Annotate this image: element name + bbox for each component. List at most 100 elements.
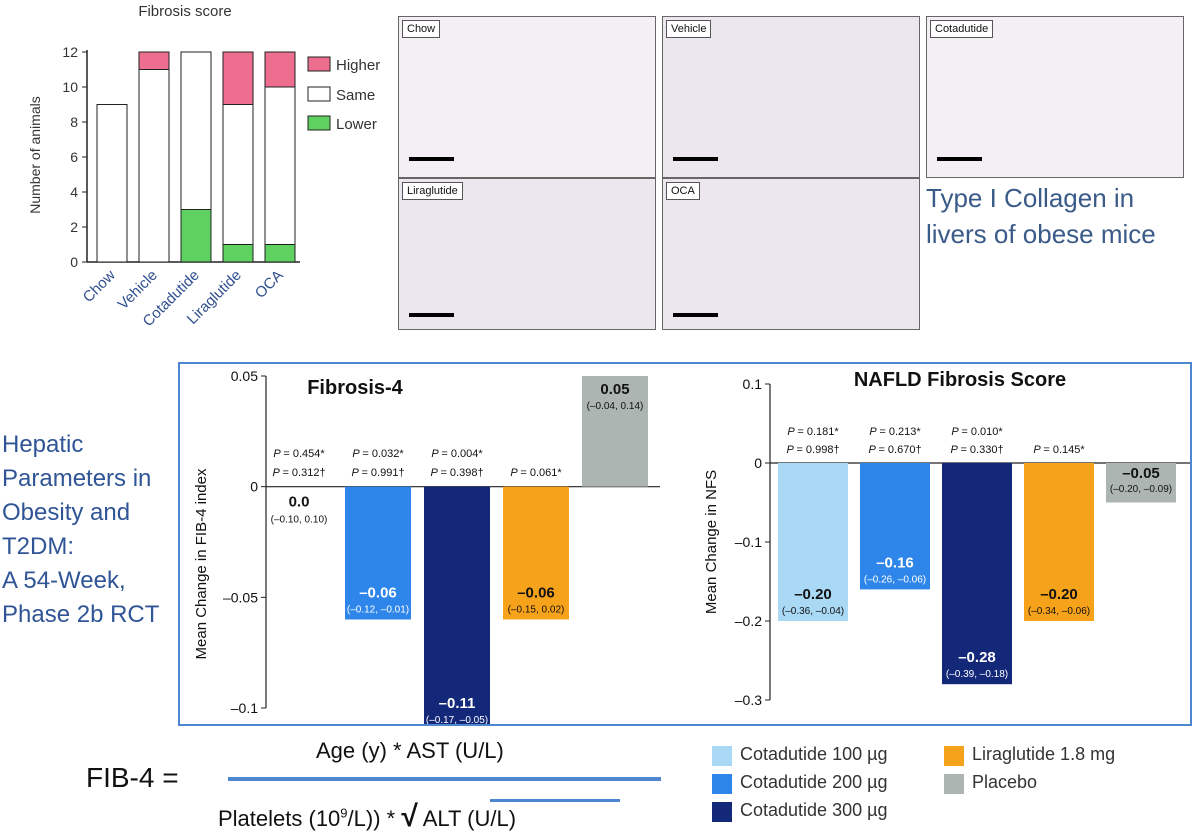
bar-lower-cotadutide [180, 209, 212, 263]
legend-label-lower: Lower [336, 116, 377, 133]
fibrosis-chart-title: Fibrosis score [138, 3, 231, 20]
nfs-chart: NAFLD Fibrosis Score Mean Change in NFS … [703, 369, 1190, 708]
ci-label-2: (–0.39, –0.18) [946, 669, 1008, 680]
histology-label-cotadutide: Cotadutide [930, 20, 994, 38]
bar-2 [942, 463, 1012, 685]
legend-label-same: Same [336, 87, 375, 104]
legend-swatch-cota200 [712, 774, 732, 794]
fraction-bar [228, 777, 661, 781]
scale-bar [409, 157, 454, 161]
legend-label-higher: Higher [336, 57, 380, 74]
y-tick-label: 0.05 [231, 368, 258, 384]
bar-same-cotadutide [180, 51, 212, 210]
y-tick-label: –0.05 [223, 589, 258, 605]
ci-label-0: (–0.36, –0.04) [782, 606, 844, 617]
histology-label-oca: OCA [666, 182, 700, 200]
bar-same-oca [264, 86, 296, 245]
study-description: Hepatic Parameters in Obesity and T2DM: … [2, 428, 177, 632]
caption-line-2: livers of obese mice [926, 219, 1156, 249]
value-label-3: –0.06 [517, 584, 555, 601]
y-tick-label: 10 [62, 79, 78, 95]
bar-higher-vehicle [138, 51, 170, 70]
y-tick-label: 0.1 [743, 376, 763, 392]
ci-label-3: (–0.34, –0.06) [1028, 606, 1090, 617]
bar-1 [860, 463, 930, 590]
bar-3 [1024, 463, 1094, 621]
treatment-legend: Cotadutide 100 µg Cotadutide 200 µg Cota… [712, 744, 1192, 824]
fib4-y-axis-label: Mean Change in FIB-4 index [193, 468, 210, 659]
denominator-units: /L)) * [347, 806, 396, 831]
histology-panel-cotadutide: Cotadutide [926, 16, 1184, 178]
sqrt-icon: √ [401, 800, 418, 833]
bar-4 [582, 376, 648, 487]
x-tick-label-chow: Chow [80, 267, 119, 306]
p-value-star-0: P = 0.454* [273, 448, 325, 460]
fibrosis-score-chart: Fibrosis score Number of animals 0 2 4 6 8 10… [27, 3, 380, 330]
nfs-y-axis-label: Mean Change in NFS [703, 470, 720, 614]
histology-label-chow: Chow [402, 20, 441, 38]
legend-swatch-cota100 [712, 746, 732, 766]
bar-lower-oca [264, 244, 296, 263]
ci-label-0: (–0.10, 0.10) [271, 515, 328, 526]
legend-swatch-placebo [944, 774, 964, 794]
bar-higher-oca [264, 51, 296, 88]
y-tick-label: 4 [70, 184, 78, 200]
ci-label-4: (–0.04, 0.14) [587, 401, 644, 412]
p-value-star-2: P = 0.010* [951, 426, 1003, 438]
side-line-5: A 54-Week, [2, 567, 126, 594]
y-tick-label: 0 [250, 479, 258, 495]
p-value-star-1: P = 0.032* [352, 448, 404, 460]
histology-panel-liraglutide: Liraglutide [398, 178, 656, 330]
bar-1 [345, 486, 411, 620]
x-tick-label-oca: OCA [252, 267, 287, 302]
bar-lower-liraglutide [222, 244, 254, 263]
histology-label-vehicle: Vehicle [666, 20, 712, 38]
y-tick-label: 6 [70, 149, 78, 165]
histology-label-liraglutide: Liraglutide [402, 182, 463, 200]
denominator-exponent: 9 [340, 805, 348, 821]
nfs-title: NAFLD Fibrosis Score [854, 369, 1066, 391]
scale-bar [937, 157, 982, 161]
scale-bar [673, 157, 718, 161]
legend-label-placebo: Placebo [972, 772, 1038, 792]
ci-label-2: (–0.17, –0.05) [426, 715, 488, 724]
y-tick-label: 2 [70, 219, 78, 235]
y-tick-label: –0.1 [231, 700, 258, 716]
y-tick-label: 12 [62, 44, 78, 60]
ci-label-4: (–0.20, –0.09) [1110, 484, 1172, 495]
y-tick-label: 0 [754, 455, 762, 471]
histology-caption: Type I Collagen in livers of obese mice [926, 180, 1186, 252]
p-value-star-3: P = 0.145* [1033, 444, 1085, 456]
p-value-dagger-2: P = 0.330† [950, 444, 1003, 456]
p-value-star-0: P = 0.181* [787, 426, 839, 438]
p-value-dagger-0: P = 0.998† [786, 444, 839, 456]
legend-label-lira: Liraglutide 1.8 mg [972, 744, 1116, 764]
histology-panel-vehicle: Vehicle [662, 16, 920, 178]
value-label-3: –0.20 [1040, 586, 1078, 603]
denominator-alt: ALT (U/L) [422, 806, 517, 831]
side-line-6: Phase 2b RCT [2, 601, 160, 628]
legend-swatch-cota300 [712, 802, 732, 822]
bar-same-liraglutide [222, 104, 254, 245]
caption-line-1: Type I Collagen in [926, 183, 1135, 213]
side-line-2: Parameters in [2, 465, 152, 492]
legend-label-cota300: Cotadutide 300 µg [740, 800, 888, 820]
denominator-platelets: Platelets (10 [218, 806, 341, 831]
y-tick-label: 0 [70, 254, 78, 270]
legend-swatch-lower [307, 115, 331, 131]
bar-4 [1106, 463, 1176, 503]
value-label-2: –0.28 [958, 649, 996, 666]
histology-panel-oca: OCA [662, 178, 920, 330]
legend-label-cota200: Cotadutide 200 µg [740, 772, 888, 792]
ci-label-1: (–0.26, –0.06) [864, 574, 926, 585]
bar-2 [424, 486, 490, 724]
value-label-1: –0.16 [876, 554, 914, 571]
value-label-0: 0.0 [289, 494, 310, 511]
value-label-4: –0.05 [1122, 465, 1160, 482]
value-label-0: –0.20 [794, 586, 832, 603]
fib4-chart: Fibrosis-4 Mean Change in FIB-4 index 0.… [193, 368, 660, 724]
value-label-1: –0.06 [359, 584, 397, 601]
y-tick-label: –0.1 [735, 534, 762, 550]
scale-bar [673, 313, 718, 317]
y-tick-label: –0.2 [735, 613, 762, 629]
